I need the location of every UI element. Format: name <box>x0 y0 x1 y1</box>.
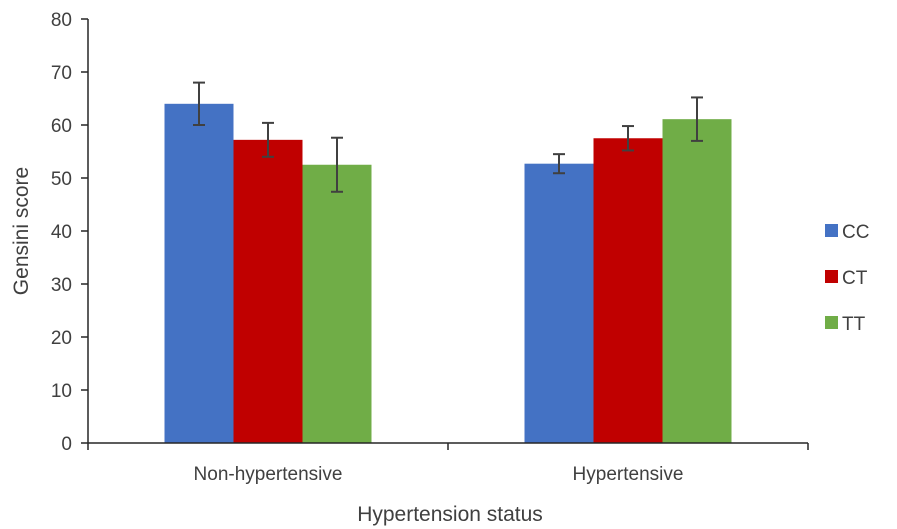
bar-ct-hypertensive <box>593 138 663 443</box>
error-bar <box>691 96 703 142</box>
y-tick-label: 20 <box>51 328 72 349</box>
error-bars-layer <box>193 81 703 193</box>
bar-tt-non-hypertensive <box>302 164 372 443</box>
y-tick-label: 0 <box>61 434 72 455</box>
error-bar <box>193 81 205 126</box>
error-bar <box>331 136 343 193</box>
y-axis-title: Gensini score <box>10 167 33 295</box>
bar-ct-non-hypertensive <box>233 139 303 443</box>
legend-swatch <box>825 270 838 283</box>
y-tick-label: 40 <box>51 222 72 243</box>
legend-item-ct: CT <box>825 268 868 289</box>
y-tick-label: 80 <box>51 10 72 31</box>
bar-cc-non-hypertensive <box>164 103 234 444</box>
bars-layer <box>164 103 732 444</box>
legend: CC CT TT <box>825 222 869 335</box>
legend-swatch <box>825 224 838 237</box>
legend-item-tt: TT <box>825 314 866 335</box>
y-tick-label: 10 <box>51 381 72 402</box>
legend-label: CT <box>842 268 868 289</box>
error-bar <box>553 153 565 175</box>
y-ticks: 0 10 20 30 40 50 60 70 80 <box>51 10 809 455</box>
x-category-labels: Non-hypertensive Hypertensive <box>194 464 684 485</box>
legend-swatch <box>825 316 838 329</box>
x-axis-title: Hypertension status <box>357 503 543 526</box>
bar-tt-hypertensive <box>662 119 732 444</box>
y-tick-label: 50 <box>51 169 72 190</box>
y-tick-label: 30 <box>51 275 72 296</box>
y-tick-label: 60 <box>51 116 72 137</box>
x-category-label: Non-hypertensive <box>194 464 343 485</box>
bar-cc-hypertensive <box>524 163 594 443</box>
legend-item-cc: CC <box>825 222 869 243</box>
legend-label: CC <box>842 222 869 243</box>
y-tick-label: 70 <box>51 63 72 84</box>
error-bar <box>262 121 274 158</box>
legend-label: TT <box>842 314 866 335</box>
error-bar <box>622 125 634 152</box>
x-category-label: Hypertensive <box>573 464 684 485</box>
